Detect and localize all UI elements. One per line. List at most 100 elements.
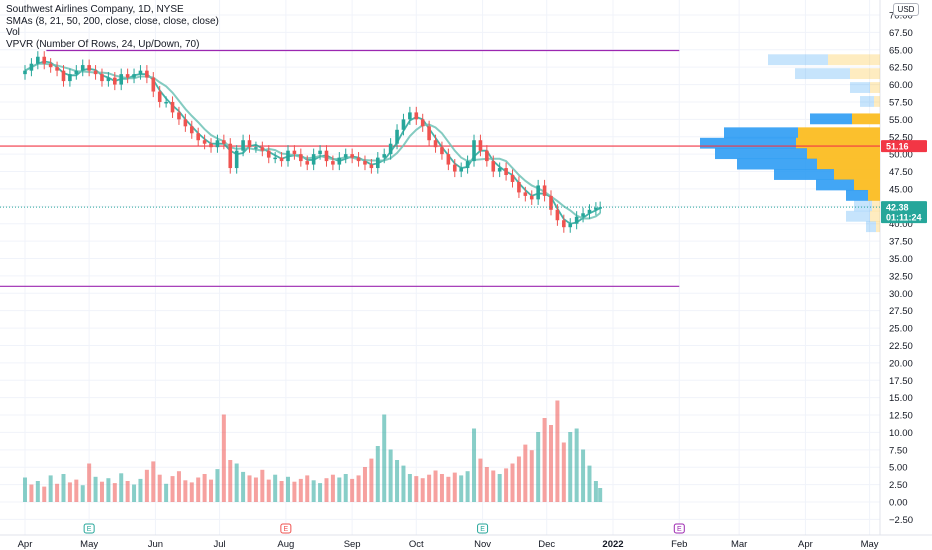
profile-row-down xyxy=(854,179,880,191)
volume-bar xyxy=(23,477,27,502)
volume-bar xyxy=(472,428,477,502)
volume-bar xyxy=(132,484,137,502)
profile-row-up xyxy=(850,82,870,93)
volume-bar xyxy=(459,475,464,502)
candle-body xyxy=(202,140,207,144)
volume-bar xyxy=(337,477,342,502)
volume-bar xyxy=(106,478,111,502)
volume-bar xyxy=(221,414,226,502)
time-tick-label: Aug xyxy=(277,539,294,550)
price-tick-label: 70.00 xyxy=(889,11,913,22)
volume-bar xyxy=(29,484,34,502)
volume-bar xyxy=(598,488,603,502)
candle-body xyxy=(125,74,130,78)
profile-row-down xyxy=(796,137,880,149)
candle-body xyxy=(311,154,316,165)
price-tick-label: 15.00 xyxy=(889,393,913,404)
profile-row-up xyxy=(846,189,868,201)
legend-symbol[interactable]: Southwest Airlines Company, 1D, NYSE xyxy=(6,4,184,15)
volume-bar xyxy=(401,465,406,502)
price-tick-label: 27.50 xyxy=(889,306,913,317)
candle-body xyxy=(170,101,175,113)
volume-bar xyxy=(439,474,444,502)
profile-row-down xyxy=(807,148,880,160)
volume-bar xyxy=(112,483,117,502)
price-axis[interactable]: −2.50 0.00 2.50 5.00 7.50 10.00 12.50 15.00 17.5… xyxy=(889,11,913,526)
profile-row-down xyxy=(798,127,880,139)
horizontal-lines[interactable] xyxy=(0,49,880,287)
profile-row-down xyxy=(872,200,880,212)
profile-row-up xyxy=(866,221,876,233)
candle-body xyxy=(260,147,265,151)
volume-bar xyxy=(119,473,124,502)
candle-body xyxy=(318,150,322,155)
candle-body xyxy=(234,150,239,169)
volume-bar xyxy=(324,478,329,502)
volume-bar xyxy=(350,478,355,502)
candle-body xyxy=(23,70,27,75)
candle-body xyxy=(542,185,547,196)
volume-bar xyxy=(170,476,175,502)
candle-body xyxy=(286,150,290,162)
candle-body xyxy=(222,140,226,144)
candle-body xyxy=(497,168,502,172)
price-tick-label: 67.50 xyxy=(889,28,913,39)
time-axis[interactable]: Apr May Jun Jul Aug Sep Oct Nov Dec 2022 Feb Mar Apr… xyxy=(18,539,879,550)
time-tick-label: Jun xyxy=(148,539,163,550)
earnings-marker xyxy=(280,523,292,534)
legend-sma[interactable]: SMAs (8, 21, 50, 200, close, close, clos… xyxy=(6,15,219,27)
candle-body xyxy=(151,77,156,92)
profile-row-up xyxy=(700,137,796,149)
volume-bar xyxy=(407,474,412,502)
currency-badge[interactable]: USD xyxy=(893,3,919,16)
price-tick-label: 17.50 xyxy=(889,376,913,387)
price-tick-label: 10.00 xyxy=(889,428,913,439)
volume-bar xyxy=(504,468,509,502)
time-tick-label: May xyxy=(80,539,98,550)
price-tick-label: 2.50 xyxy=(889,480,908,491)
volume-bar xyxy=(87,463,92,502)
candle-body xyxy=(61,70,66,82)
price-tag-countdown: 01:11:24 xyxy=(886,213,922,223)
price-tick-label: 35.00 xyxy=(889,254,913,265)
volume-bar xyxy=(125,481,130,502)
volume-bar xyxy=(536,432,541,502)
profile-row-up xyxy=(737,158,817,170)
volume-bar xyxy=(266,479,271,502)
price-tick-label: 60.00 xyxy=(889,80,913,91)
chart-legend: Southwest Airlines Company, 1D, NYSE SMA… xyxy=(6,4,219,50)
candle-body xyxy=(598,207,602,209)
candle-body xyxy=(568,223,573,228)
volume-bar xyxy=(228,460,233,502)
candle-body xyxy=(376,157,380,169)
volume-bar xyxy=(369,458,374,502)
candle-body xyxy=(68,74,72,82)
volume-bar xyxy=(138,478,143,502)
candle-body xyxy=(478,140,483,151)
volume-bar xyxy=(484,467,489,502)
candle-body xyxy=(189,126,194,134)
profile-row-down xyxy=(852,113,880,125)
volume-bar xyxy=(151,461,156,502)
profile-row-down xyxy=(817,158,880,170)
price-tag-last-text: 42.38 xyxy=(886,203,909,213)
price-tick-label: 37.50 xyxy=(889,237,913,248)
volume-bar xyxy=(292,481,297,502)
candlesticks xyxy=(0,51,880,233)
candle-body xyxy=(343,154,348,158)
profile-row-up xyxy=(715,148,807,160)
candle-body xyxy=(254,147,258,149)
profile-row-up xyxy=(774,169,834,180)
candle-body xyxy=(106,77,111,82)
legend-vpvr[interactable]: VPVR (Number Of Rows, 24, Up/Down, 70) xyxy=(6,38,200,50)
price-tick-label: 65.00 xyxy=(889,45,913,56)
profile-row-up xyxy=(768,54,828,66)
volume-bar xyxy=(80,485,85,502)
candle-body xyxy=(485,150,489,162)
time-tick-label: Sep xyxy=(344,539,361,550)
legend-vol[interactable]: Vol xyxy=(6,27,20,38)
candle-body xyxy=(587,209,592,214)
